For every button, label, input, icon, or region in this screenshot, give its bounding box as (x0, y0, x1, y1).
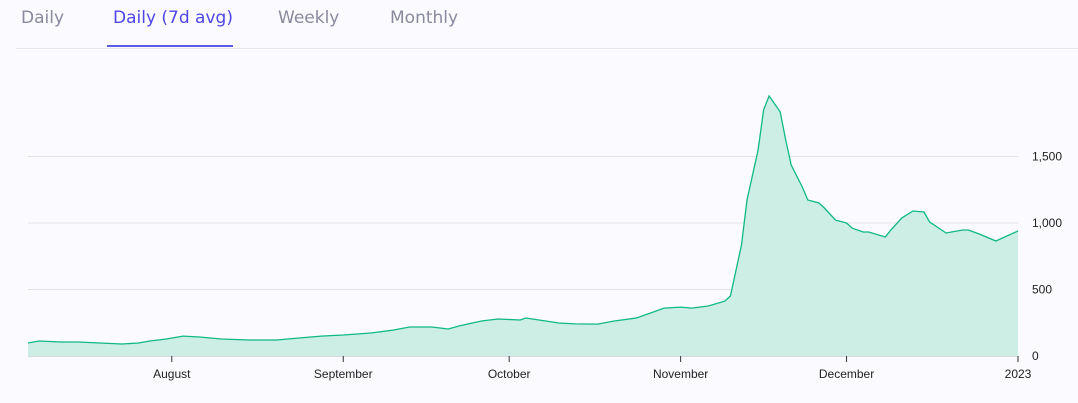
tab-daily[interactable]: Daily (21, 8, 65, 28)
tab-daily-7d-avg[interactable]: Daily (7d avg) (113, 8, 233, 28)
tabs-divider (16, 48, 1078, 49)
x-tick-label: August (153, 367, 191, 381)
tab-monthly[interactable]: Monthly (390, 8, 459, 28)
tab-weekly[interactable]: Weekly (278, 8, 340, 28)
y-tick-label: 500 (1032, 283, 1052, 297)
x-tick-label: November (653, 367, 708, 381)
y-tick-label: 0 (1032, 349, 1039, 363)
x-tick-label: December (819, 367, 874, 381)
y-tick-label: 1,000 (1032, 216, 1062, 230)
y-tick-label: 1,500 (1032, 150, 1062, 164)
x-tick-label: September (314, 367, 373, 381)
x-tick-label: October (488, 367, 531, 381)
x-tick-label: 2023 (1005, 367, 1032, 381)
series-line (27, 94, 1019, 345)
active-tab-indicator (107, 45, 233, 47)
area-fill (28, 96, 1018, 356)
tab-bar: Daily Daily (7d avg) Weekly Monthly (0, 0, 1078, 49)
